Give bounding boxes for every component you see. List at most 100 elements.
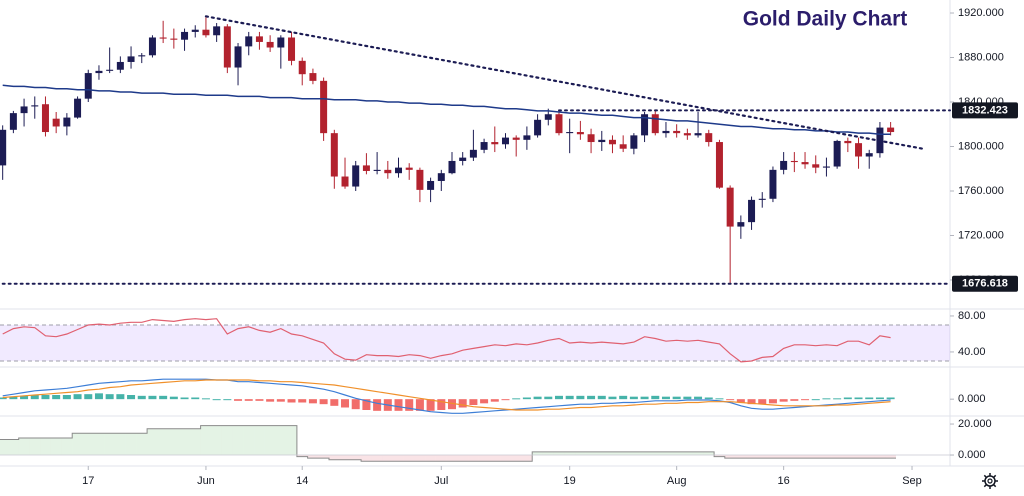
histogram-bar xyxy=(822,398,831,400)
histogram-bar xyxy=(554,395,563,400)
candle-body xyxy=(491,142,499,145)
rsi-line xyxy=(2,318,891,363)
step-area xyxy=(607,451,618,456)
candle-body xyxy=(170,38,178,40)
x-tick-label: Sep xyxy=(902,475,922,487)
y-tick-label: 0.000 xyxy=(958,393,986,405)
histogram-bar xyxy=(875,397,884,400)
histogram-bar xyxy=(373,399,382,411)
step-area xyxy=(8,439,19,456)
step-area xyxy=(457,455,469,462)
settings-icon[interactable] xyxy=(982,473,998,489)
histogram-bar xyxy=(255,399,264,401)
histogram-bar xyxy=(661,396,670,400)
candle-body xyxy=(106,69,114,71)
candle-body xyxy=(309,73,317,81)
step-area xyxy=(756,455,768,459)
candle-body xyxy=(566,132,574,134)
histogram-bar xyxy=(522,397,531,400)
step-area xyxy=(863,455,875,459)
histogram-bar xyxy=(768,399,777,404)
step-area xyxy=(671,451,683,456)
y-tick-label: 20.000 xyxy=(958,418,992,430)
candle-body xyxy=(20,106,28,114)
candle-body xyxy=(63,117,71,127)
step-area xyxy=(746,455,757,459)
step-area xyxy=(243,425,255,456)
step-area xyxy=(18,437,30,456)
histogram-bar xyxy=(308,399,317,404)
candle-body xyxy=(512,137,520,140)
candle-body xyxy=(223,26,231,68)
x-tick-label: 17 xyxy=(82,475,94,487)
candle-body xyxy=(608,139,616,145)
y-tick-label: 80.00 xyxy=(958,310,986,322)
step-area xyxy=(778,455,789,459)
x-tick-label: 16 xyxy=(778,475,790,487)
histogram-bar xyxy=(415,399,424,411)
histogram-bar xyxy=(105,394,114,400)
moving-average xyxy=(2,84,891,136)
candle-body xyxy=(448,160,456,174)
step-area xyxy=(703,451,715,456)
candle-body xyxy=(416,169,424,190)
histogram-bar xyxy=(790,399,799,401)
histogram-bar xyxy=(833,398,842,400)
candle-body xyxy=(737,222,745,227)
candle-body xyxy=(74,98,82,118)
step-area xyxy=(885,455,896,459)
step-area xyxy=(585,451,597,456)
step-area xyxy=(628,451,640,456)
candle-body xyxy=(159,37,167,39)
step-area xyxy=(446,455,458,462)
chart-title: Gold Daily Chart xyxy=(743,8,908,31)
step-area xyxy=(553,451,565,456)
level-tag-label: 1676.618 xyxy=(962,278,1008,290)
plot-layer: 17 Jun 14 Jul 19 Aug 16 Sep1920.0001880.0001840… xyxy=(0,7,1018,487)
histogram-bar xyxy=(533,396,542,400)
candle-body xyxy=(84,73,92,99)
step-area xyxy=(660,451,672,456)
histogram-bar xyxy=(298,399,307,403)
candle-body xyxy=(266,41,274,48)
histogram-bar xyxy=(319,399,328,405)
candle-body xyxy=(576,132,584,135)
candle-body xyxy=(405,167,413,170)
candle-body xyxy=(748,199,756,223)
y-tick-label: 1880.000 xyxy=(958,51,1004,63)
histogram-bar xyxy=(0,397,7,400)
histogram-bar xyxy=(576,395,585,400)
step-area xyxy=(393,455,404,462)
step-area xyxy=(264,425,276,456)
histogram-bar xyxy=(212,399,221,401)
step-area xyxy=(521,455,533,462)
step-area xyxy=(682,451,693,456)
candle-body xyxy=(544,114,552,120)
candle-body xyxy=(673,130,681,134)
histogram-bar xyxy=(362,399,371,410)
histogram-bar xyxy=(73,394,82,400)
candle-body xyxy=(138,55,146,57)
y-tick-label: 0.000 xyxy=(958,449,986,461)
trendline xyxy=(204,15,924,150)
step-area xyxy=(296,455,308,457)
candle-body xyxy=(427,180,435,190)
candle-body xyxy=(855,143,863,157)
candle-body xyxy=(202,29,210,36)
step-area xyxy=(510,455,522,462)
step-area xyxy=(617,451,629,456)
step-area xyxy=(350,455,362,460)
step-area xyxy=(821,455,832,459)
candle-body xyxy=(148,37,156,56)
histogram-bar xyxy=(394,399,403,411)
histogram-bar xyxy=(330,399,339,406)
histogram-bar xyxy=(234,399,243,401)
histogram-bar xyxy=(801,399,810,401)
histogram-bar xyxy=(619,395,628,400)
candle-body xyxy=(587,134,595,143)
candle-body xyxy=(758,198,766,200)
step-area xyxy=(403,455,415,462)
histogram-bar xyxy=(447,399,456,410)
histogram-bar xyxy=(640,396,649,400)
